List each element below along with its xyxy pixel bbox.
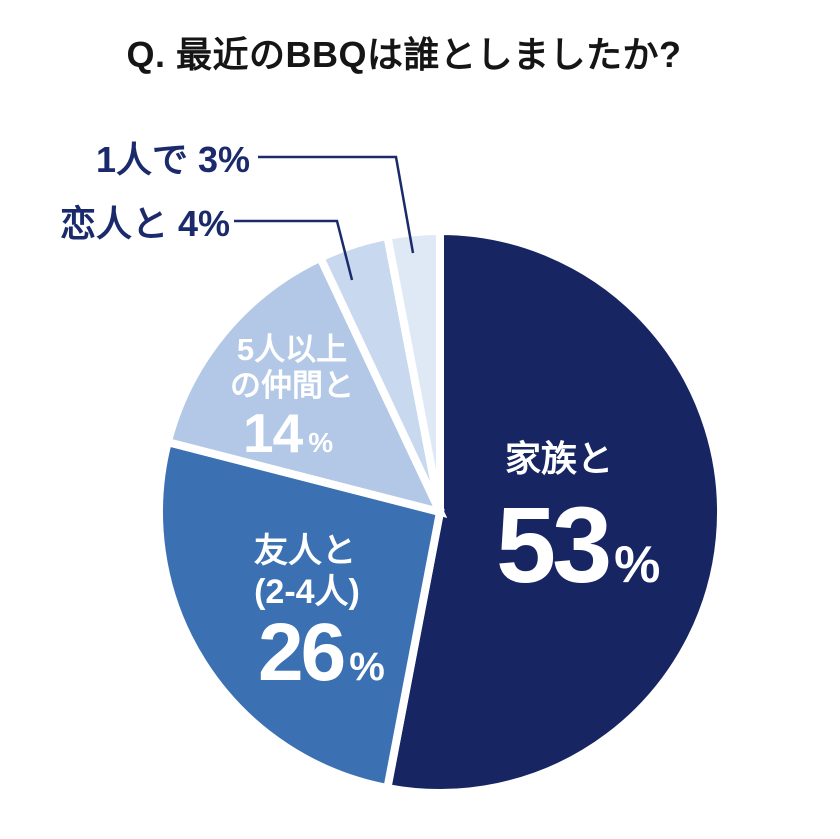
- pie-slices-group: [155, 226, 725, 797]
- callout-alone: 1人で 3%: [96, 139, 415, 254]
- pie-slice-alone: [382, 226, 444, 513]
- callout-line-partner: [234, 219, 354, 281]
- pie-slice-group5plus: [162, 252, 448, 518]
- callout-line-alone: [258, 155, 415, 254]
- pie-slice-friends: [155, 437, 445, 793]
- slice-label-friends-line1: 友人と: [254, 532, 356, 570]
- chart-title: Q. 最近のBBQは誰としましたか?: [126, 34, 682, 75]
- slice-value-unit-family: %: [614, 536, 660, 594]
- callout-partner: 恋人と 4%: [60, 203, 354, 281]
- pie-slice-family: [382, 226, 725, 797]
- slice-label-family-line1: 家族と: [505, 438, 613, 479]
- slice-value-friends: 26%: [258, 607, 385, 698]
- slice-label-group5plus-line2: の仲間と: [230, 368, 354, 403]
- callout-label-alone: 1人で 3%: [96, 139, 250, 180]
- slice-label-friends-line2: (2-4人): [254, 573, 360, 611]
- slice-label-group5plus-line1: 5人以上: [237, 332, 347, 367]
- slice-value-family: 53%: [496, 484, 660, 605]
- callout-label-partner: 恋人と 4%: [60, 203, 230, 244]
- slice-value-unit-friends: %: [349, 645, 385, 689]
- slice-value-unit-group5plus: %: [308, 427, 333, 458]
